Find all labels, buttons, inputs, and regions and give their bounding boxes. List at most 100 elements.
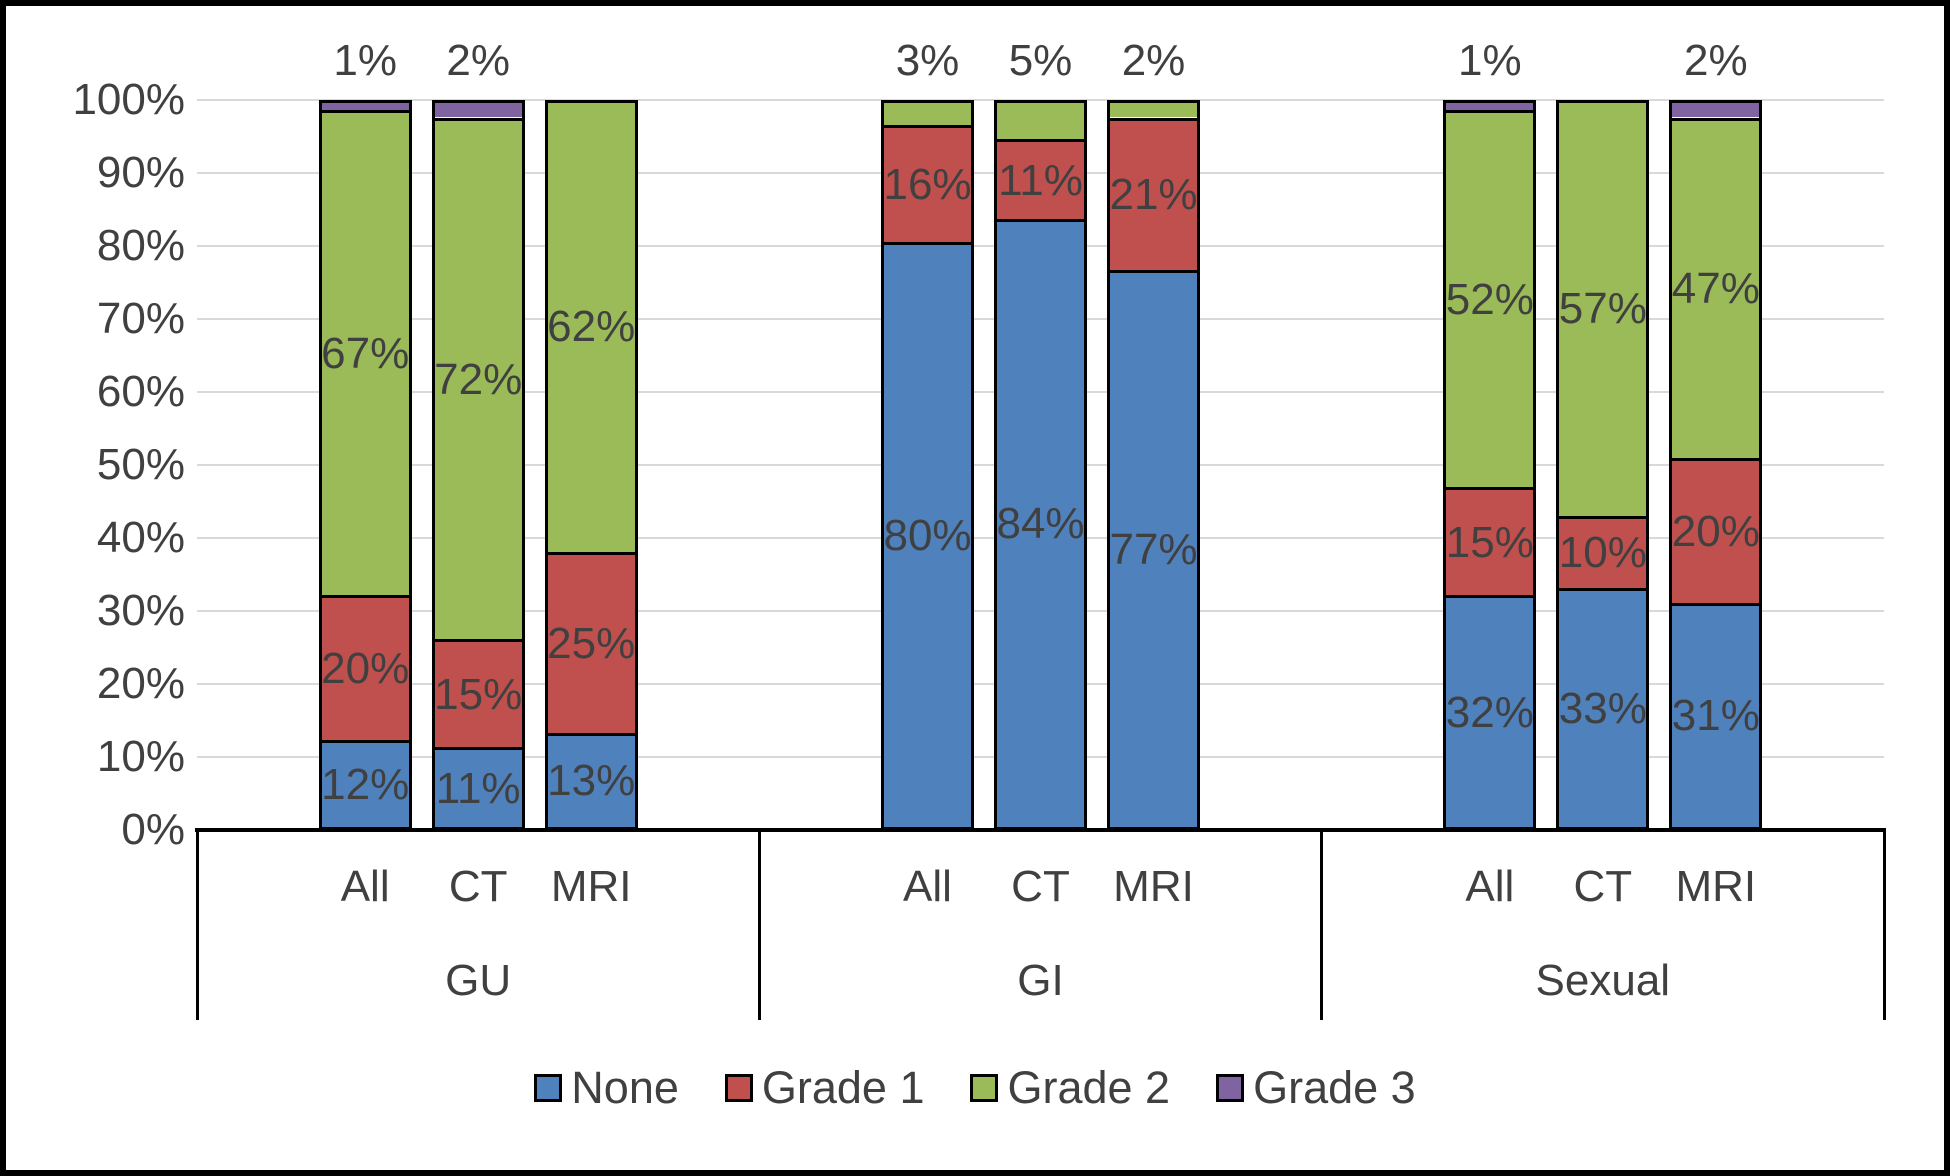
y-axis-tick-label: 30% bbox=[96, 586, 185, 635]
segment-data-label: 20% bbox=[321, 644, 410, 694]
bar-segment-grade-2 bbox=[997, 103, 1084, 140]
y-axis-tick-label: 50% bbox=[96, 440, 185, 489]
segment-data-label: 52% bbox=[1445, 275, 1534, 324]
segment-data-label: 10% bbox=[1558, 528, 1647, 578]
y-axis-tick-label: 0% bbox=[121, 805, 185, 854]
legend: None Grade 1 Grade 2 Grade 3 bbox=[6, 1062, 1944, 1114]
group-label: GI bbox=[1017, 956, 1064, 1005]
segment-data-label: 16% bbox=[883, 159, 972, 209]
category-tick-label: CT bbox=[448, 862, 508, 911]
y-axis-tick-label: 60% bbox=[96, 367, 185, 416]
legend-label: Grade 2 bbox=[1007, 1062, 1171, 1113]
bar: 80% 16% bbox=[881, 100, 974, 830]
segment-data-label: 25% bbox=[547, 618, 636, 668]
legend-swatch-none bbox=[534, 1074, 563, 1102]
bar-segment-grade-2: 67% bbox=[321, 110, 410, 596]
bar-segment-none: 77% bbox=[1109, 269, 1198, 827]
bar: 33% 10% 57% bbox=[1556, 100, 1650, 830]
segment-data-label: 15% bbox=[434, 669, 523, 719]
bar-segment-none: 13% bbox=[547, 732, 636, 827]
segment-data-label: 11% bbox=[998, 155, 1083, 205]
category-tick-label: MRI bbox=[550, 862, 632, 911]
segment-data-label: 57% bbox=[1558, 284, 1647, 334]
category-axis-divider bbox=[1320, 830, 1324, 1020]
legend-label: Grade 1 bbox=[761, 1062, 925, 1113]
legend-swatch-grade-3 bbox=[1216, 1074, 1245, 1102]
bar-segment-grade-1: 15% bbox=[434, 638, 523, 748]
bar: 31% 20% 47% bbox=[1669, 100, 1763, 830]
category-tick-label: All bbox=[340, 862, 390, 911]
legend-swatch-grade-2 bbox=[970, 1074, 999, 1102]
segment-data-label: 62% bbox=[547, 302, 636, 352]
y-axis-tick-label: 10% bbox=[96, 732, 185, 781]
segment-data-label: 20% bbox=[1671, 506, 1760, 556]
segment-data-label: 47% bbox=[1671, 264, 1760, 314]
group-label: GU bbox=[445, 956, 512, 1005]
legend-label: Grade 3 bbox=[1253, 1062, 1416, 1113]
bar-top-data-label: 5% bbox=[1008, 36, 1073, 85]
bar: 12% 20% 67% bbox=[318, 100, 412, 830]
bar-segment-grade-3 bbox=[1446, 103, 1534, 111]
bar-top-data-label: 2% bbox=[446, 36, 510, 85]
bar-segment-none: 33% bbox=[1558, 588, 1647, 827]
bar-segment-grade-2 bbox=[884, 103, 971, 125]
y-axis-tick-label: 80% bbox=[96, 221, 185, 270]
bar-segment-grade-2: 72% bbox=[434, 117, 522, 639]
bar-segment-grade-2: 52% bbox=[1445, 110, 1534, 487]
segment-data-label: 15% bbox=[1445, 517, 1534, 567]
segment-data-label: 21% bbox=[1109, 170, 1198, 220]
segment-data-label: 12% bbox=[321, 760, 410, 810]
legend-label: None bbox=[571, 1062, 679, 1113]
category-tick-label: MRI bbox=[1675, 862, 1757, 911]
segment-data-label: 67% bbox=[321, 329, 410, 379]
bar-segment-grade-1: 15% bbox=[1445, 486, 1534, 596]
category-axis-divider bbox=[757, 830, 761, 1020]
bar: 32% 15% 52% bbox=[1443, 100, 1537, 830]
legend-item: Grade 3 bbox=[1216, 1062, 1416, 1114]
legend-swatch-grade-1 bbox=[724, 1074, 753, 1102]
bar-segment-grade-1: 11% bbox=[997, 139, 1084, 219]
bar-segment-none: 32% bbox=[1445, 595, 1534, 827]
y-axis-tick-label: 40% bbox=[96, 513, 185, 562]
bar-segment-none: 84% bbox=[996, 218, 1085, 827]
bar-segment-grade-3 bbox=[434, 103, 522, 118]
bar-segment-grade-1: 25% bbox=[547, 551, 636, 733]
bar-top-data-label: 2% bbox=[1121, 36, 1186, 85]
bar-segment-grade-3 bbox=[1672, 103, 1760, 118]
bar-segment-none: 12% bbox=[321, 740, 410, 827]
segment-data-label: 33% bbox=[1558, 684, 1647, 734]
bar-top-data-label: 1% bbox=[1458, 36, 1522, 85]
bar-segment-grade-2: 57% bbox=[1558, 103, 1647, 516]
bar-segment-grade-1: 21% bbox=[1109, 117, 1198, 270]
bar: 84% 11% bbox=[994, 100, 1087, 830]
legend-item: None bbox=[534, 1062, 679, 1114]
bar-segment-grade-3 bbox=[321, 103, 409, 111]
category-tick-label: All bbox=[903, 862, 952, 911]
bar-segment-none: 80% bbox=[883, 241, 972, 827]
segment-data-label: 84% bbox=[996, 499, 1085, 549]
category-axis-divider bbox=[195, 830, 199, 1020]
category-tick-label: CT bbox=[1573, 862, 1633, 911]
y-axis-tick-label: 100% bbox=[72, 75, 185, 124]
bar-segment-grade-1: 20% bbox=[321, 595, 410, 741]
y-axis-tick-label: 70% bbox=[96, 294, 185, 343]
bar: 13% 25% 62% bbox=[544, 100, 638, 830]
bar-segment-grade-2: 47% bbox=[1671, 117, 1760, 458]
segment-data-label: 11% bbox=[435, 763, 521, 813]
bar-segment-grade-2 bbox=[1110, 103, 1197, 118]
category-tick-label: CT bbox=[1011, 862, 1070, 911]
y-axis-tick-label: 90% bbox=[96, 148, 185, 197]
bar-segment-grade-1: 20% bbox=[1671, 457, 1760, 603]
segment-data-label: 31% bbox=[1671, 691, 1760, 741]
segment-data-label: 13% bbox=[547, 756, 636, 806]
category-axis-divider bbox=[1882, 830, 1886, 1020]
bar: 77% 21% bbox=[1107, 100, 1200, 830]
segment-data-label: 32% bbox=[1445, 687, 1534, 737]
bar-top-data-label: 2% bbox=[1684, 36, 1748, 85]
bar-top-data-label: 3% bbox=[895, 36, 960, 85]
segment-data-label: 80% bbox=[883, 510, 972, 560]
bar-segment-none: 31% bbox=[1671, 602, 1760, 827]
legend-item: Grade 2 bbox=[970, 1062, 1170, 1114]
y-axis-tick-label: 20% bbox=[96, 659, 185, 708]
